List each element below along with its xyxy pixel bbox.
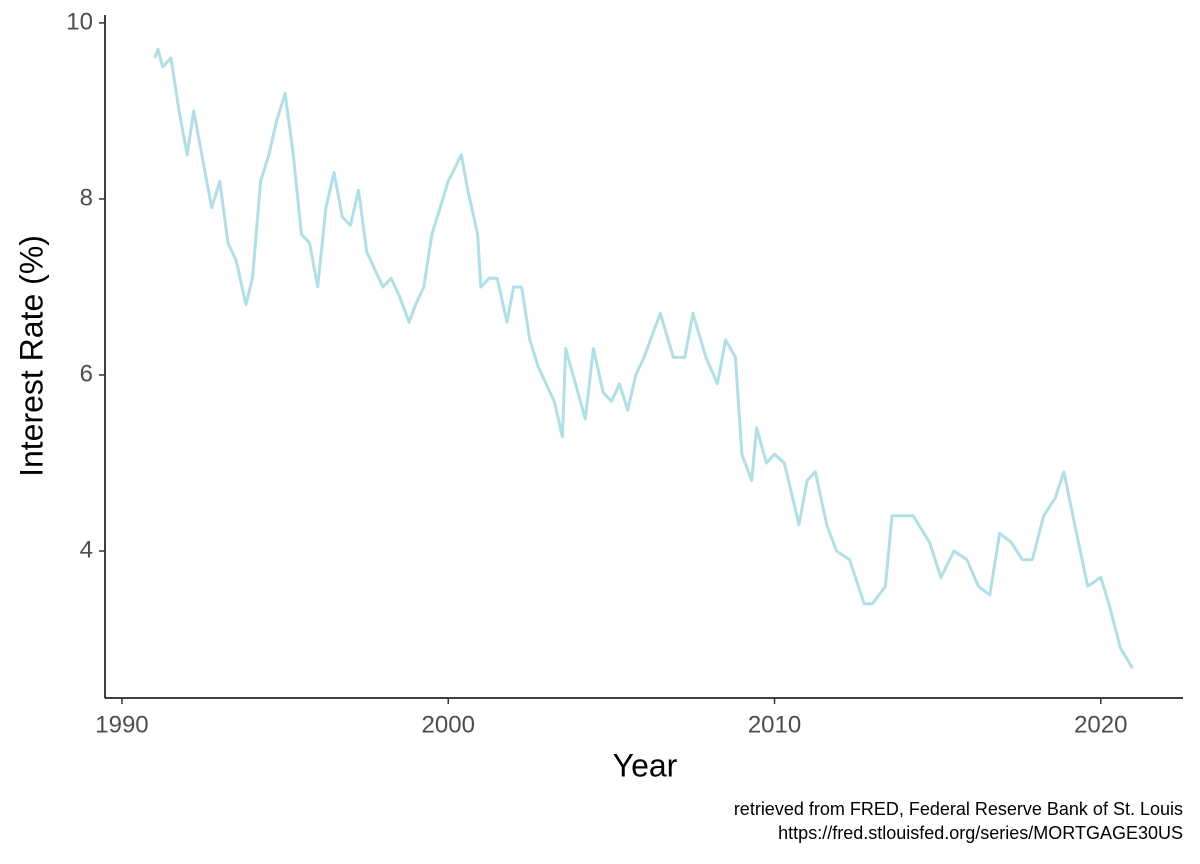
y-tick-label: 8: [80, 184, 93, 211]
data-line: [153, 47, 1134, 669]
y-axis-title: Interest Rate (%): [13, 235, 49, 477]
x-tick-label: 2000: [422, 711, 475, 738]
y-tick-label: 4: [80, 536, 93, 563]
x-axis-title: Year: [613, 747, 678, 783]
caption: retrieved from FRED, Federal Reserve Ban…: [734, 799, 1183, 819]
y-tick-label: 10: [66, 8, 93, 35]
x-tick-label: 1990: [95, 711, 148, 738]
x-tick-label: 2010: [748, 711, 801, 738]
caption: https://fred.stlouisfed.org/series/MORTG…: [778, 823, 1183, 843]
y-tick-label: 6: [80, 360, 93, 387]
x-tick-label: 2020: [1074, 711, 1127, 738]
